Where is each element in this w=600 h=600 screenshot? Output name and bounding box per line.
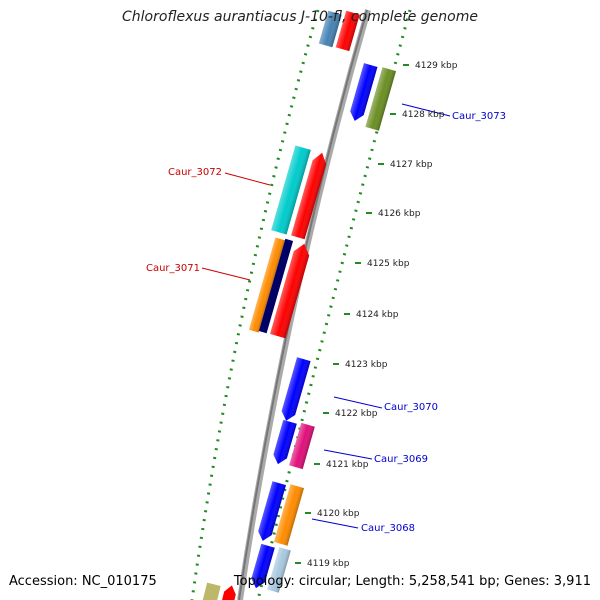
gene-arrow [281, 357, 311, 421]
gene-arrow [248, 237, 286, 333]
gene-label[interactable]: Caur_3071 [146, 263, 200, 274]
gene-arrow [273, 419, 297, 465]
tick-label: 4123 kbp [345, 360, 388, 370]
gene-label[interactable]: Caur_3068 [361, 523, 415, 534]
gene-arrow [289, 422, 315, 470]
gene-label[interactable]: Caur_3069 [374, 454, 428, 465]
leader-line [401, 103, 451, 117]
gene-label[interactable]: Caur_3070 [384, 402, 438, 413]
genome-summary-text: Topology: circular; Length: 5,258,541 bp… [233, 574, 591, 589]
map-title: Chloroflexus aurantiacus J-10-fl, comple… [122, 9, 478, 25]
gene-arrow [220, 585, 236, 600]
leader-line [323, 449, 373, 460]
tick-label: 4121 kbp [326, 460, 369, 470]
tick-label: 4120 kbp [317, 509, 360, 519]
leader-line [224, 172, 271, 186]
gene-arrow [365, 67, 396, 131]
tick-label: 4127 kbp [390, 160, 433, 170]
tick-label: 4125 kbp [367, 259, 410, 269]
tick-layer: 4119 kbp 4120 kbp 4121 kbp 4122 kbp 4123 kbp… [295, 61, 458, 569]
gene-arrow [274, 484, 304, 546]
gene-arrow [335, 10, 360, 52]
tick-label: 4129 kbp [415, 61, 458, 71]
gene-label[interactable]: Caur_3073 [452, 111, 506, 122]
leader-line [311, 518, 359, 529]
gene-arrow [258, 238, 294, 334]
tick-label: 4119 kbp [307, 559, 350, 569]
gene-label-layer: Caur_3073 Caur_3072 Caur_3071 Caur_3070 Caur… [146, 111, 506, 534]
gene-arrow [350, 63, 378, 121]
gene-arrow [291, 152, 327, 240]
outer-dotted-track [256, 9, 412, 600]
tick-label: 4128 kbp [402, 110, 445, 120]
leader-line [333, 396, 383, 409]
tick-label: 4124 kbp [356, 310, 399, 320]
gene-label[interactable]: Caur_3072 [168, 167, 222, 178]
gene-arrow [271, 145, 311, 235]
gene-arrow [267, 547, 291, 593]
gene-arrow [270, 243, 310, 339]
tick-label: 4126 kbp [378, 209, 421, 219]
gene-arrow [251, 543, 275, 589]
tick-label: 4122 kbp [335, 409, 378, 419]
gene-arrow [258, 481, 286, 541]
leader-line [201, 267, 251, 281]
gene-arrow [318, 10, 342, 48]
accession-text: Accession: NC_010175 [9, 574, 157, 589]
gene-arrow [201, 582, 221, 600]
